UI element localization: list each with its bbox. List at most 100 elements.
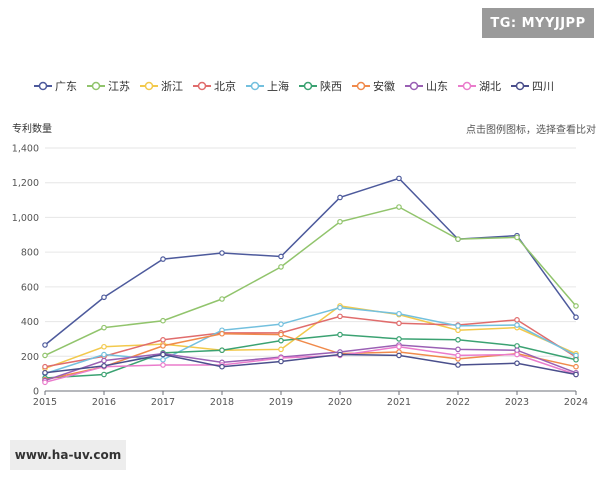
legend-line-icon [140,81,158,91]
data-point [514,351,520,358]
y-axis-label: 专利数量 [12,124,52,135]
y-tick-label: 1,000 [12,213,39,224]
series-line-7 [44,344,577,382]
data-point [42,369,48,376]
x-tick-label: 2022 [446,397,470,408]
data-point [278,358,284,365]
data-point [455,236,461,242]
legend-line-icon [352,81,370,91]
data-point [160,336,166,343]
data-point [101,294,107,301]
data-point [219,330,225,337]
series-line-1 [44,206,577,357]
legend-item[interactable]: 安徽 [352,78,395,94]
legend-item[interactable]: 浙江 [140,78,183,94]
data-point [160,317,166,324]
x-tick-label: 2015 [33,397,57,408]
data-point [160,356,166,363]
data-point [455,323,461,329]
data-point [278,331,284,338]
legend-label: 四川 [532,80,554,93]
data-point [514,322,520,328]
y-tick-label: 800 [21,248,39,259]
x-tick-label: 2018 [210,397,234,408]
legend-line-icon [405,81,423,91]
data-point [455,346,461,353]
legend-item[interactable]: 上海 [246,78,289,94]
x-tick-label: 2021 [387,397,411,408]
series-line-3 [44,315,577,368]
data-point [396,343,402,350]
chart-legend: 广东 江苏 浙江 北京 上海 陕西 安徽 山东 湖北 四川 [34,78,554,94]
data-point [42,342,48,348]
data-point [101,351,107,358]
legend-label: 湖北 [479,80,501,93]
data-point [42,379,48,386]
series-line-5 [44,333,577,379]
y-tick-label: 400 [21,317,39,328]
legend-item[interactable]: 陕西 [299,78,342,94]
data-point [101,357,107,364]
legend-item[interactable]: 湖北 [458,78,501,94]
data-point [514,317,520,323]
data-point [42,363,48,370]
data-point [396,310,402,317]
y-tick-label: 600 [21,282,39,293]
data-point [101,324,107,331]
data-point [514,360,520,367]
legend-label: 江苏 [108,80,130,93]
data-point [396,175,402,182]
data-point [337,351,343,358]
watermark-bottom: www.ha-uv.com [10,440,126,470]
legend-item[interactable]: 广东 [34,78,77,94]
y-tick-label: 1,400 [12,144,39,155]
legend-item[interactable]: 四川 [511,78,554,94]
data-point [455,362,461,368]
data-point [396,320,402,327]
data-point [101,371,107,378]
data-point [573,303,579,309]
data-point [337,331,343,338]
legend-label: 陕西 [320,80,342,93]
data-point [514,234,520,241]
data-point [160,256,166,262]
legend-line-icon [511,81,529,91]
legend-label: 浙江 [161,80,183,93]
y-tick-label: 0 [33,387,39,398]
legend-item[interactable]: 北京 [193,78,236,94]
y-tick-label: 1,200 [12,178,39,189]
legend-label: 上海 [267,80,289,93]
legend-line-icon [34,81,52,91]
legend-item[interactable]: 山东 [405,78,448,94]
data-point [573,363,579,370]
legend-label: 山东 [426,80,448,93]
data-point [396,336,402,342]
legend-label: 广东 [55,80,77,93]
data-point [219,363,225,370]
data-point [278,264,284,270]
data-point [219,296,225,302]
x-tick-label: 2017 [151,397,175,408]
legend-line-icon [246,81,264,91]
y-tick-label: 200 [21,352,39,363]
legend-line-icon [193,81,211,91]
data-point [337,194,343,201]
data-point [573,314,579,321]
data-point [278,253,284,260]
data-point [337,313,343,320]
legend-label: 安徽 [373,80,395,93]
series-line-2 [44,305,577,370]
data-point [42,352,48,359]
legend-hint: 点击图例图标，选择查看比对 [466,125,596,136]
legend-line-icon [87,81,105,91]
x-tick-label: 2016 [92,397,116,408]
data-point [396,204,402,210]
legend-item[interactable]: 江苏 [87,78,130,94]
legend-line-icon [299,81,317,91]
data-point [278,321,284,327]
data-point [160,351,166,358]
data-point [337,218,343,225]
series-line-9 [44,353,577,376]
data-point [278,346,284,353]
x-tick-label: 2023 [505,397,529,408]
